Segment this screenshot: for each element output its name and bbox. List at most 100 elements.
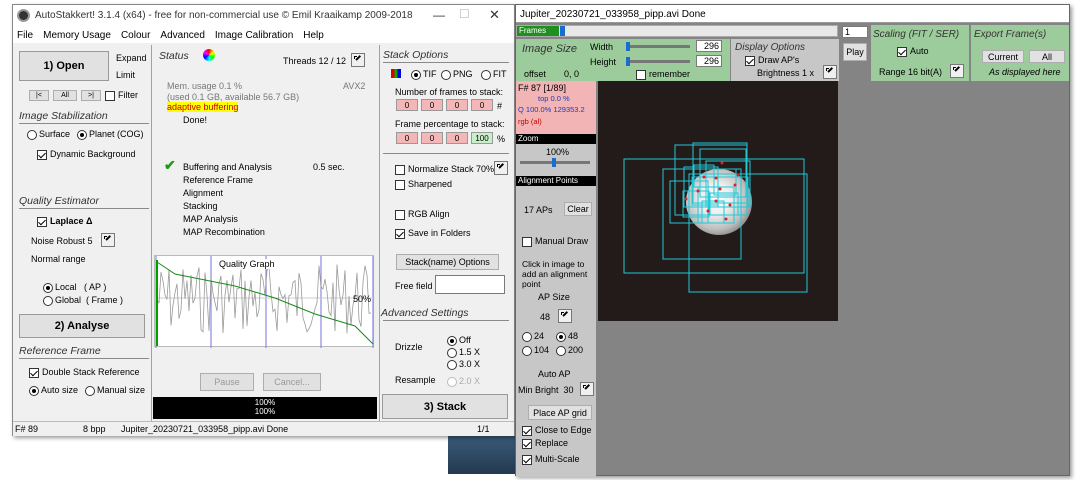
close-to-edge-checkbox[interactable]: Close to Edge (522, 425, 592, 436)
width-label: Width (590, 42, 614, 52)
menu-advanced[interactable]: Advanced (160, 29, 205, 41)
maximize-icon[interactable]: ☐ (459, 7, 470, 21)
export-all-button[interactable]: All (1029, 50, 1065, 63)
drizzle-off-radio[interactable]: Off (447, 335, 471, 346)
local-radio[interactable]: Local ( AP ) (43, 282, 106, 293)
export-current-button[interactable]: Current (982, 50, 1024, 63)
auto-checkbox[interactable]: Auto (897, 46, 929, 57)
ap-24-radio[interactable]: 24 (522, 331, 544, 342)
clear-aps-button[interactable]: Clear (564, 202, 592, 216)
pause-button[interactable]: Pause (200, 373, 254, 391)
auto-size-radio[interactable]: Auto size (29, 385, 78, 396)
num-frames-field-3[interactable]: 0 (446, 99, 468, 111)
fit-radio[interactable]: FIT (481, 69, 507, 80)
width-slider[interactable] (626, 42, 690, 51)
scaling-heading: Scaling (FIT / SER) (873, 29, 960, 40)
min-bright-value: 30 (563, 385, 574, 395)
manual-draw-checkbox[interactable]: Manual Draw (522, 236, 588, 247)
sharpened-checkbox[interactable]: Sharpened (395, 179, 452, 190)
ap-size-stepper[interactable] (558, 309, 572, 323)
draw-aps-checkbox[interactable]: Draw AP's (745, 55, 799, 66)
stackname-options-button[interactable]: Stack(name) Options (396, 254, 499, 270)
stack-button[interactable]: 3) Stack (382, 394, 508, 419)
buffer-time: 0.5 sec. (313, 162, 345, 172)
multi-scale-checkbox[interactable]: Multi-Scale (522, 454, 580, 465)
brightness-stepper[interactable] (823, 65, 837, 79)
num-frames-field-2[interactable]: 0 (421, 99, 443, 111)
height-input[interactable]: 296 (696, 55, 722, 67)
menu-memory-usage[interactable]: Memory Usage (43, 29, 111, 41)
frames-slider[interactable]: Frames (516, 25, 838, 37)
nav-all-button[interactable]: All (53, 90, 77, 101)
viewer-title-bar: Jupiter_20230721_033958_pipp.avi Done (516, 5, 1069, 23)
drizzle-3-0-radio[interactable]: 3.0 X (447, 359, 480, 370)
min-bright-stepper[interactable] (580, 382, 594, 396)
zoom-slider[interactable] (520, 158, 590, 167)
normalize-checkbox[interactable]: Normalize Stack 70% (395, 164, 494, 175)
frames-slider-thumb[interactable] (560, 26, 565, 36)
rgb-align-checkbox[interactable]: RGB Align (395, 209, 450, 220)
threads-stepper[interactable] (351, 53, 365, 67)
play-button[interactable]: Play (843, 43, 867, 61)
menu-colour[interactable]: Colour (120, 29, 151, 41)
frame-pct-field-4[interactable]: 100 (471, 132, 493, 144)
menu-image-calibration[interactable]: Image Calibration (214, 29, 294, 41)
frame-pct-field-3[interactable]: 0 (446, 132, 468, 144)
noise-robust-stepper[interactable] (101, 233, 115, 247)
replace-checkbox[interactable]: Replace (522, 438, 568, 449)
ap-104-radio[interactable]: 104 (522, 345, 549, 356)
divider (383, 153, 509, 154)
double-stack-checkbox[interactable]: Double Stack Reference (29, 367, 140, 378)
stack-options-heading: Stack Options (383, 49, 449, 61)
normalize-stepper[interactable] (494, 161, 508, 175)
menu-file[interactable]: File (17, 29, 34, 41)
free-field-input[interactable] (435, 275, 505, 294)
resample-radio[interactable]: 2.0 X (447, 376, 480, 387)
expand-label[interactable]: Expand (116, 53, 147, 63)
min-bright-label: Min Bright 30 (518, 385, 574, 395)
export-panel: Export Frame(s) Current All As displayed… (971, 25, 1069, 81)
frame-pct-field-1[interactable]: 0 (396, 132, 418, 144)
surface-radio[interactable]: Surface (27, 129, 70, 140)
status-frame: F# 89 (15, 424, 39, 434)
num-frames-field-4[interactable]: 0 (471, 99, 493, 111)
tif-radio[interactable]: TIF (411, 69, 437, 80)
filter-checkbox[interactable]: Filter (105, 90, 138, 101)
close-icon[interactable]: ✕ (489, 7, 500, 22)
rgb-icon (391, 69, 401, 78)
save-folders-checkbox[interactable]: Save in Folders (395, 228, 471, 239)
dynamic-bg-checkbox[interactable]: Dynamic Background (37, 149, 136, 160)
planet-radio[interactable]: Planet (COG) (77, 129, 144, 140)
num-frames-field-1[interactable]: 0 (396, 99, 418, 111)
png-radio[interactable]: PNG (441, 69, 473, 80)
quality-estimator-heading: Quality Estimator (19, 195, 99, 207)
ap-48-radio[interactable]: 48 (556, 331, 578, 342)
click-help-text: Click in image to add an alignment point (522, 259, 588, 289)
minimize-icon[interactable]: — (433, 8, 445, 22)
frame-number-input[interactable]: 1 (842, 26, 868, 38)
remember-checkbox[interactable]: remember (636, 69, 690, 80)
global-radio[interactable]: Global ( Frame ) (43, 295, 123, 306)
height-slider[interactable] (626, 57, 690, 66)
nav-last-button[interactable]: >| (81, 90, 101, 101)
analyse-button[interactable]: 2) Analyse (19, 314, 145, 338)
width-input[interactable]: 296 (696, 40, 722, 52)
checkmark-icon: ✔ (164, 157, 176, 173)
manual-size-radio[interactable]: Manual size (85, 385, 145, 396)
laplace-checkbox[interactable]: Laplace Δ (37, 216, 93, 227)
nav-first-button[interactable]: |< (29, 90, 49, 101)
status-file: Jupiter_20230721_033958_pipp.avi Done (121, 424, 289, 434)
drizzle-1-5-radio[interactable]: 1.5 X (447, 347, 480, 358)
ap-200-radio[interactable]: 200 (556, 345, 583, 356)
frame-pct-field-2[interactable]: 0 (421, 132, 443, 144)
place-ap-grid-button[interactable]: Place AP grid (528, 405, 592, 420)
image-canvas[interactable] (598, 81, 838, 321)
limit-label[interactable]: Limit (116, 70, 136, 80)
open-button[interactable]: 1) Open (19, 51, 109, 81)
title-bar: AutoStakkert! 3.1.4 (x64) - free for non… (13, 5, 514, 27)
menu-help[interactable]: Help (303, 29, 324, 41)
range-stepper[interactable] (950, 64, 964, 78)
alignment-points-header: Alignment Points (516, 176, 596, 186)
cancel-button[interactable]: Cancel... (263, 373, 321, 391)
progress-bar: 100% 100% (153, 397, 377, 419)
